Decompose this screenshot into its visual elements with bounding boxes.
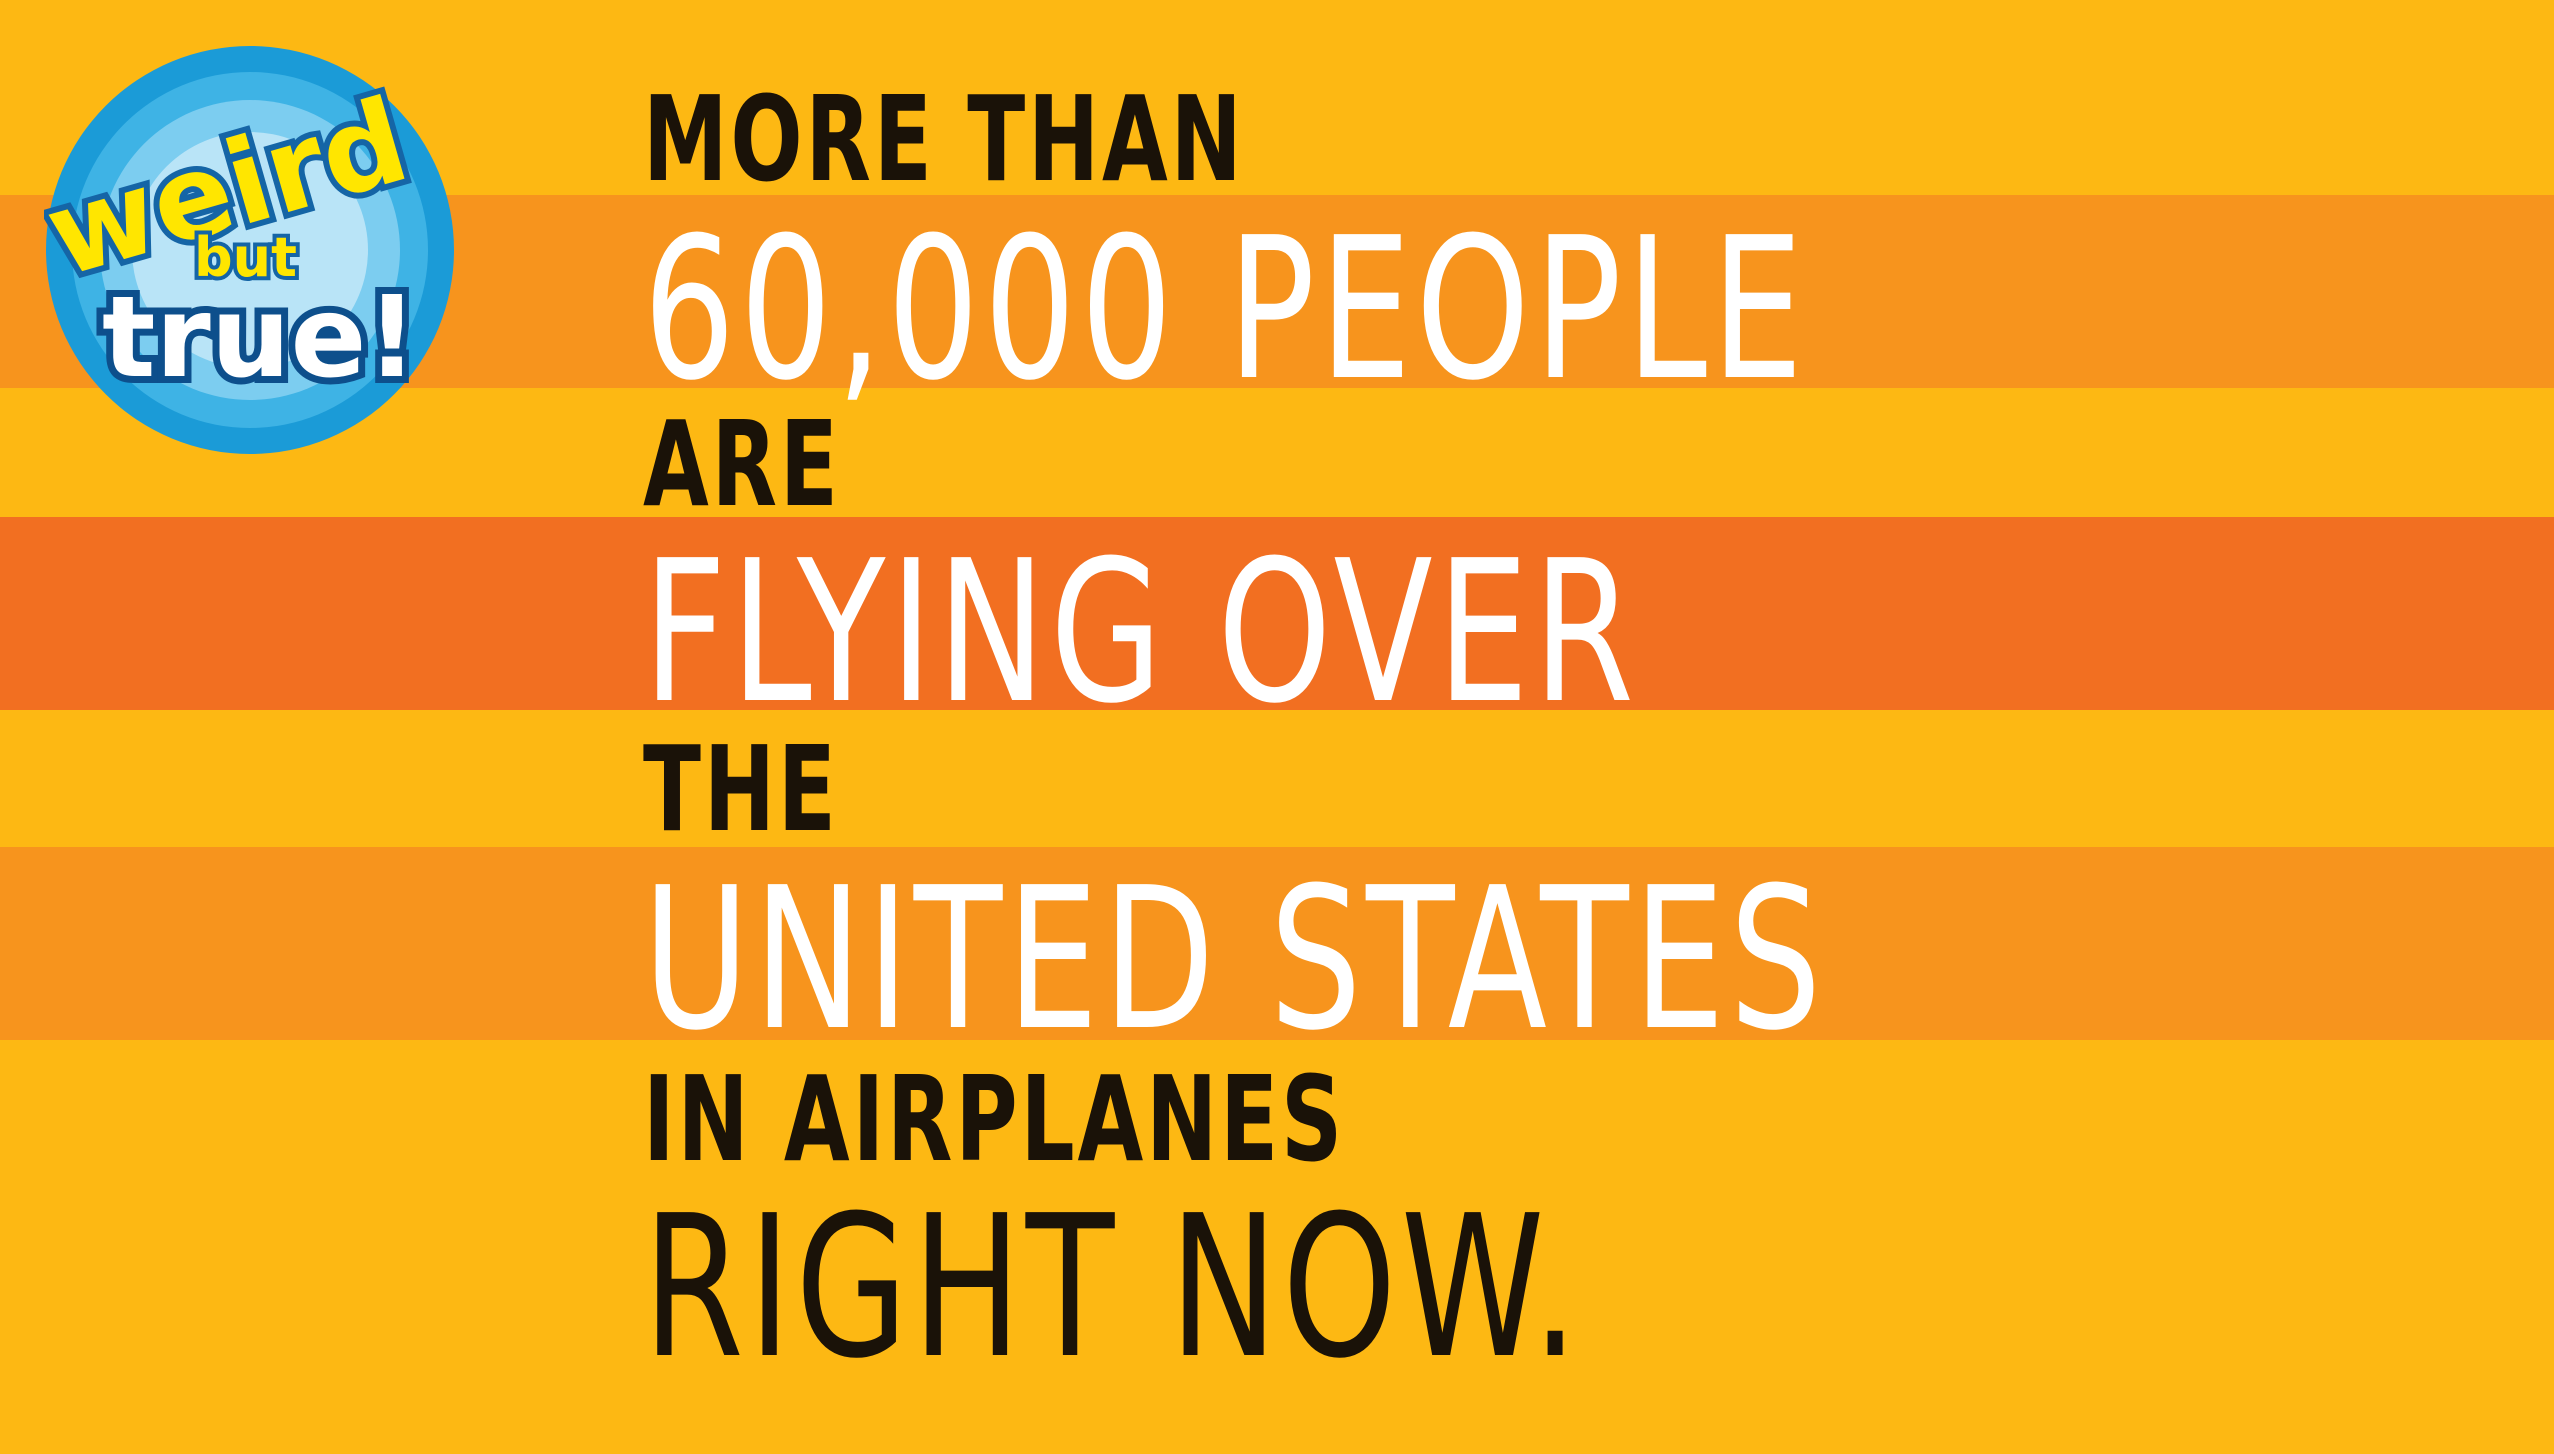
headline-the: THE	[643, 720, 839, 858]
headline-more-than: MORE THAN	[643, 70, 1245, 208]
logo-badge-icon: weird but true!	[27, 46, 454, 454]
logo-word-but: but	[194, 226, 297, 289]
headline-right-now: RIGHT NOW.	[643, 1174, 1583, 1402]
orange-band-middle	[0, 517, 2554, 710]
weird-but-true-logo: weird but true!	[27, 44, 456, 456]
logo-word-true: true!	[102, 273, 418, 403]
headline-united-states: UNITED STATES	[643, 846, 1826, 1074]
headline-are: ARE	[643, 395, 841, 533]
headline-in-airplanes: IN AIRPLANES	[643, 1050, 1346, 1188]
orange-band-bottom	[0, 847, 2554, 1040]
headline-flying-over: FLYING OVER	[643, 519, 1639, 747]
headline-60000-people: 60,000 PEOPLE	[643, 196, 1808, 424]
